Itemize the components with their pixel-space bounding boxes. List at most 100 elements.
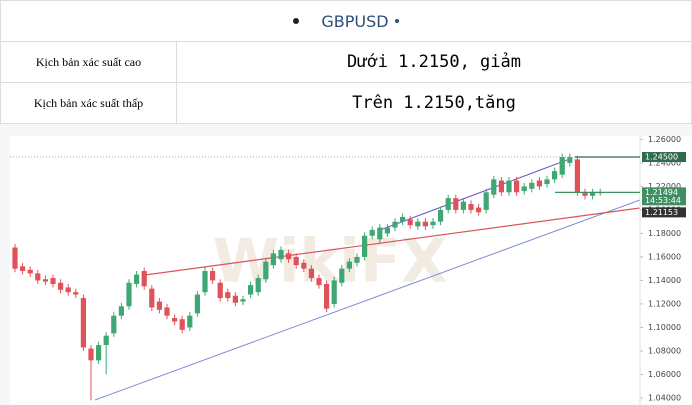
candle-body <box>217 282 223 299</box>
candle-body <box>65 287 71 293</box>
price-time: 14:53:44 <box>645 196 681 205</box>
header: GBPUSD <box>0 0 692 42</box>
price-label: 1.24500 <box>645 153 678 162</box>
candle-body <box>149 288 155 308</box>
candle-body <box>529 182 535 189</box>
candle-body <box>73 292 79 295</box>
cell: Trên 1.2150,tăng <box>176 82 692 124</box>
candle-body <box>179 319 185 330</box>
candle-body <box>369 229 375 236</box>
candle-body <box>415 221 421 227</box>
candle-body <box>202 271 208 293</box>
y-tick-label: 1.10000 <box>648 323 681 332</box>
candle-body <box>134 274 140 284</box>
candle-body <box>308 268 314 279</box>
y-tick-label: 1.04000 <box>648 393 681 402</box>
candle-body <box>248 285 254 295</box>
candle-body <box>172 318 178 322</box>
candle-body <box>270 253 276 266</box>
candle-body <box>498 180 504 193</box>
candle-body <box>156 301 162 310</box>
price-label: 1.21494 <box>645 188 678 197</box>
candle-body <box>468 204 474 210</box>
candle-body <box>194 294 200 314</box>
y-tick-label: 1.14000 <box>648 276 681 285</box>
candle-body <box>164 307 170 316</box>
candle-body <box>574 159 580 193</box>
candle-body <box>20 266 26 272</box>
price-label-box <box>642 207 686 218</box>
candle-body <box>400 216 406 222</box>
candle-body <box>42 279 48 282</box>
candle-body <box>141 271 147 287</box>
row: Kịch bản xác suất cao Dưới 1.2150, giảm <box>0 41 692 83</box>
y-tick-label: 1.08000 <box>648 346 681 355</box>
price-label-box <box>642 187 686 206</box>
bullet <box>293 18 300 24</box>
candle-body <box>293 256 299 266</box>
candle-body <box>232 295 238 303</box>
candle-body <box>491 179 497 195</box>
candle-body <box>210 271 216 281</box>
candle-body <box>476 207 482 213</box>
candle-body <box>422 221 428 227</box>
candle-body <box>12 247 18 269</box>
candle-body <box>316 278 322 286</box>
candle-body <box>590 192 596 196</box>
bullet <box>394 19 399 23</box>
candle-body <box>286 253 292 260</box>
price-label: 1.21153 <box>645 208 678 217</box>
candle-body <box>118 306 124 316</box>
candle-body <box>377 227 383 240</box>
candle-body <box>430 221 436 226</box>
candle-body <box>392 221 398 228</box>
candle-body <box>35 273 41 281</box>
price-label-box <box>642 152 686 163</box>
candle-body <box>483 192 489 210</box>
candle-body <box>111 315 117 334</box>
candle-body <box>559 157 565 175</box>
trend-line <box>94 199 641 401</box>
candle-body <box>255 278 261 293</box>
candle-body <box>514 180 520 193</box>
candle-body <box>438 209 444 222</box>
candle-body <box>544 179 550 185</box>
candle-body <box>567 157 573 163</box>
candle-body <box>460 201 466 210</box>
scenario-table: Kịch bản xác suất cao Dưới 1.2150, giảm K… <box>0 41 692 124</box>
candle-body <box>324 283 330 309</box>
candle-body <box>362 235 368 257</box>
y-tick-label: 1.12000 <box>648 299 681 308</box>
candle-body <box>582 192 588 196</box>
candle-body <box>80 298 86 348</box>
candle-body <box>187 315 193 328</box>
candle-body <box>521 186 527 192</box>
chart: WikiFX 1.260001.240001.220001.200001.180… <box>10 135 692 405</box>
candle-body <box>240 299 246 302</box>
candle-body <box>278 249 284 260</box>
candle-body <box>552 171 558 180</box>
y-tick-label: 1.16000 <box>648 252 681 261</box>
candle-body <box>506 180 512 193</box>
candle-body <box>453 198 459 210</box>
candle-body <box>263 261 269 280</box>
candle-body <box>103 335 109 346</box>
candle-body <box>58 282 64 290</box>
candle-body <box>225 292 231 299</box>
candle-body <box>384 227 390 234</box>
y-tick-label: 1.06000 <box>648 370 681 379</box>
candle-body <box>126 282 132 307</box>
candle-body <box>88 348 94 361</box>
candle-body <box>331 280 337 304</box>
candle-body <box>96 345 102 361</box>
y-tick-label: 1.18000 <box>648 229 681 238</box>
candle-body <box>339 268 345 283</box>
title: GBPUSD <box>321 11 389 31</box>
trend-line <box>144 207 641 276</box>
candle-body <box>407 219 413 226</box>
candle-body <box>354 256 360 263</box>
candle-body <box>346 261 352 269</box>
cell: Kịch bản xác suất thấp <box>0 82 177 124</box>
candle-body <box>27 269 33 274</box>
